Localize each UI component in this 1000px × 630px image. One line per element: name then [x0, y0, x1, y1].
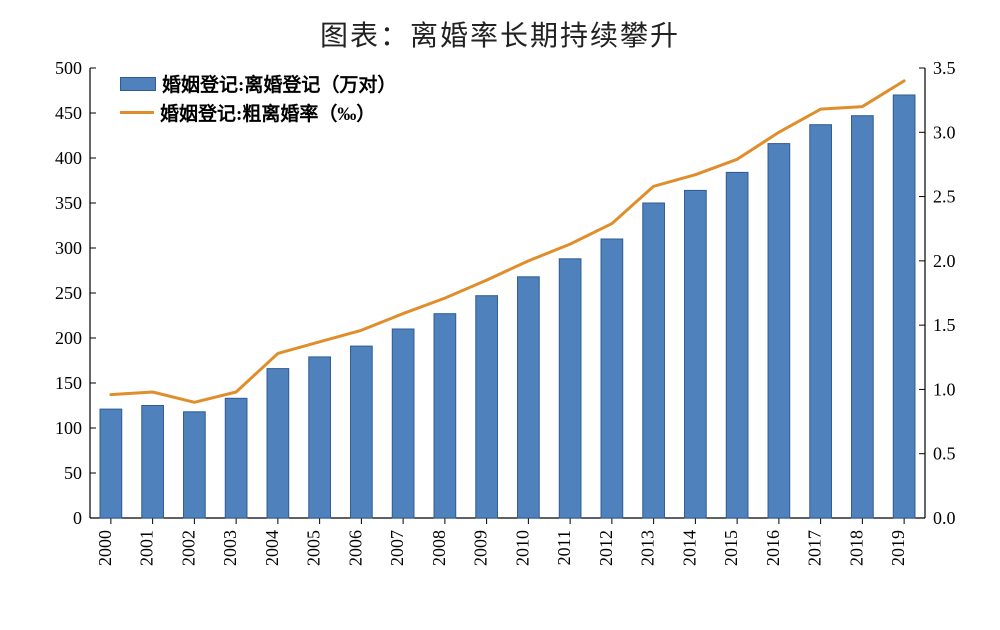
svg-text:0: 0 [73, 508, 82, 528]
bar [643, 203, 665, 518]
bar [810, 125, 832, 518]
x-tick-label: 2014 [679, 530, 699, 566]
x-tick-label: 2018 [846, 530, 866, 566]
svg-text:350: 350 [55, 193, 82, 213]
x-tick-label: 2008 [429, 530, 449, 566]
svg-text:100: 100 [55, 418, 82, 438]
svg-text:0.5: 0.5 [933, 444, 956, 464]
x-tick-label: 2012 [596, 530, 616, 566]
legend-line-row: 婚姻登记:粗离婚率（‰） [120, 99, 396, 126]
x-tick-label: 2011 [554, 530, 574, 565]
bar [601, 239, 623, 518]
legend-bar-row: 婚姻登记:离婚登记（万对） [120, 70, 396, 97]
x-tick-label: 2004 [262, 530, 282, 566]
bar [309, 357, 331, 518]
x-tick-label: 2006 [345, 530, 365, 566]
bar [518, 277, 540, 518]
svg-text:250: 250 [55, 283, 82, 303]
bar [100, 409, 122, 518]
svg-text:2.5: 2.5 [933, 187, 956, 207]
svg-text:300: 300 [55, 238, 82, 258]
legend-bar-label: 婚姻登记:离婚登记（万对） [162, 70, 396, 97]
legend: 婚姻登记:离婚登记（万对） 婚姻登记:粗离婚率（‰） [120, 70, 396, 128]
x-tick-label: 2013 [638, 530, 658, 566]
svg-text:1.0: 1.0 [933, 379, 956, 399]
x-tick-label: 2000 [95, 530, 115, 566]
legend-line-swatch [120, 111, 154, 114]
x-tick-label: 2007 [387, 530, 407, 566]
x-tick-label: 2002 [178, 530, 198, 566]
bar [392, 329, 414, 518]
svg-text:500: 500 [55, 58, 82, 78]
svg-text:3.0: 3.0 [933, 122, 956, 142]
bar [142, 406, 164, 519]
x-tick-label: 2001 [137, 530, 157, 566]
x-tick-label: 2015 [721, 530, 741, 566]
bar [685, 190, 707, 518]
x-tick-label: 2010 [512, 530, 532, 566]
legend-line-label: 婚姻登记:粗离婚率（‰） [160, 99, 375, 126]
bar [476, 296, 498, 518]
x-tick-label: 2017 [805, 530, 825, 566]
svg-text:450: 450 [55, 103, 82, 123]
bar [267, 369, 289, 518]
bar [184, 412, 206, 518]
svg-text:200: 200 [55, 328, 82, 348]
bar [351, 346, 373, 518]
bar [225, 398, 247, 518]
bar [768, 144, 790, 518]
bar [559, 259, 581, 518]
x-tick-label: 2016 [763, 530, 783, 566]
svg-text:400: 400 [55, 148, 82, 168]
svg-text:3.5: 3.5 [933, 58, 956, 78]
svg-text:50: 50 [64, 463, 82, 483]
svg-text:2.0: 2.0 [933, 251, 956, 271]
svg-text:150: 150 [55, 373, 82, 393]
chart-container: 0 50 100 150 200 250 300 350 400 450 500 0.0 0.5 1.0 1… [20, 58, 980, 618]
bar [852, 116, 874, 518]
svg-text:1.5: 1.5 [933, 315, 956, 335]
svg-text:0.0: 0.0 [933, 508, 956, 528]
x-tick-label: 2009 [471, 530, 491, 566]
x-tick-label: 2003 [220, 530, 240, 566]
bar [893, 95, 915, 518]
chart-svg: 0 50 100 150 200 250 300 350 400 450 500 0.0 0.5 1.0 1… [20, 58, 980, 618]
x-tick-label: 2005 [304, 530, 324, 566]
legend-bar-swatch [120, 77, 156, 91]
bar [434, 314, 456, 518]
x-tick-label: 2019 [888, 530, 908, 566]
chart-title: 图表：离婚率长期持续攀升 [0, 0, 1000, 58]
bar [726, 172, 748, 518]
